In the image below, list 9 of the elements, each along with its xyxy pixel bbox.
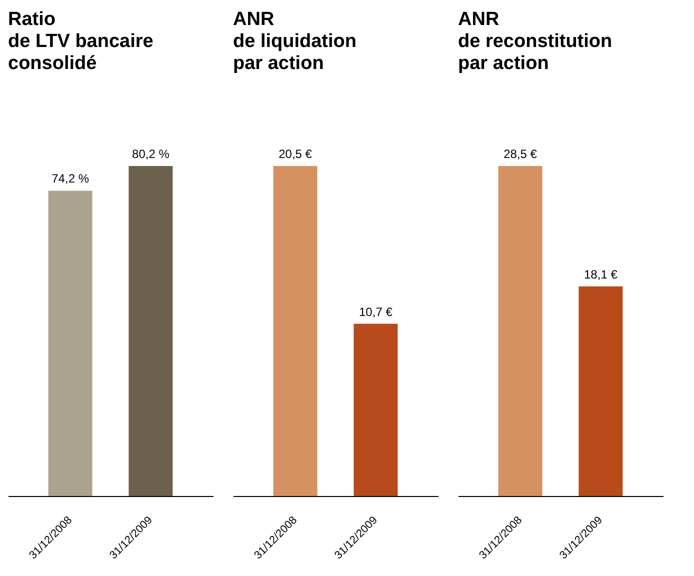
chart-title: Ratio de LTV bancaire consolidé [8, 9, 154, 74]
data-label: 20,5 € [278, 147, 312, 161]
data-label: 80,2 % [132, 147, 170, 161]
data-label: 10,7 € [359, 304, 393, 319]
data-label: 28,5 € [504, 147, 538, 161]
data-label: 18,1 € [584, 267, 618, 282]
chart-title: ANR de liquidation par action [233, 9, 356, 74]
data-label: 74,2 % [52, 172, 90, 186]
chart-title: ANR de reconstitution par action [458, 9, 612, 74]
